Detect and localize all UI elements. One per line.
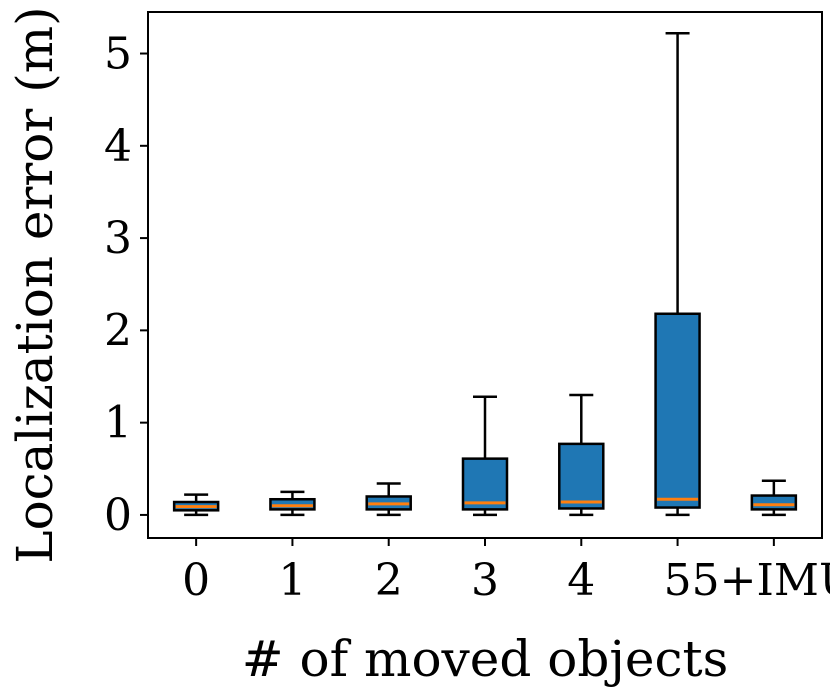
x-axis-label: # of moved objects <box>242 630 729 688</box>
x-tick-label: 4 <box>567 555 595 606</box>
x-axis-ticks: 0 1 2 3 4 55+IMU <box>182 538 830 606</box>
y-tick-label: 4 <box>104 121 132 172</box>
y-axis-label: Localization error (m) <box>6 6 64 563</box>
box-iqr <box>558 442 605 510</box>
box-item <box>461 395 509 517</box>
box-iqr <box>461 457 509 511</box>
box-item <box>172 493 220 517</box>
y-tick-label: 2 <box>104 305 132 356</box>
y-tick-label: 5 <box>104 29 132 80</box>
y-axis-ticks: 0 1 2 3 4 5 <box>104 29 148 541</box>
boxes <box>172 31 798 517</box>
box-item <box>750 479 798 517</box>
y-tick-label: 3 <box>104 213 132 264</box>
x-tick-label: 5 <box>664 555 692 606</box>
x-tick-label: 5+IMU <box>692 555 830 606</box>
box-iqr <box>654 312 701 509</box>
y-tick-label: 0 <box>104 490 132 541</box>
box-item <box>365 482 412 517</box>
x-tick-label: 0 <box>182 555 210 606</box>
y-tick-label: 1 <box>104 398 132 449</box>
box-item <box>654 31 701 517</box>
x-tick-label: 3 <box>471 555 499 606</box>
box-iqr <box>750 494 798 511</box>
box-item <box>558 393 605 517</box>
x-tick-label: 2 <box>375 555 403 606</box>
x-tick-label: 1 <box>278 555 306 606</box>
box-item <box>269 490 316 517</box>
